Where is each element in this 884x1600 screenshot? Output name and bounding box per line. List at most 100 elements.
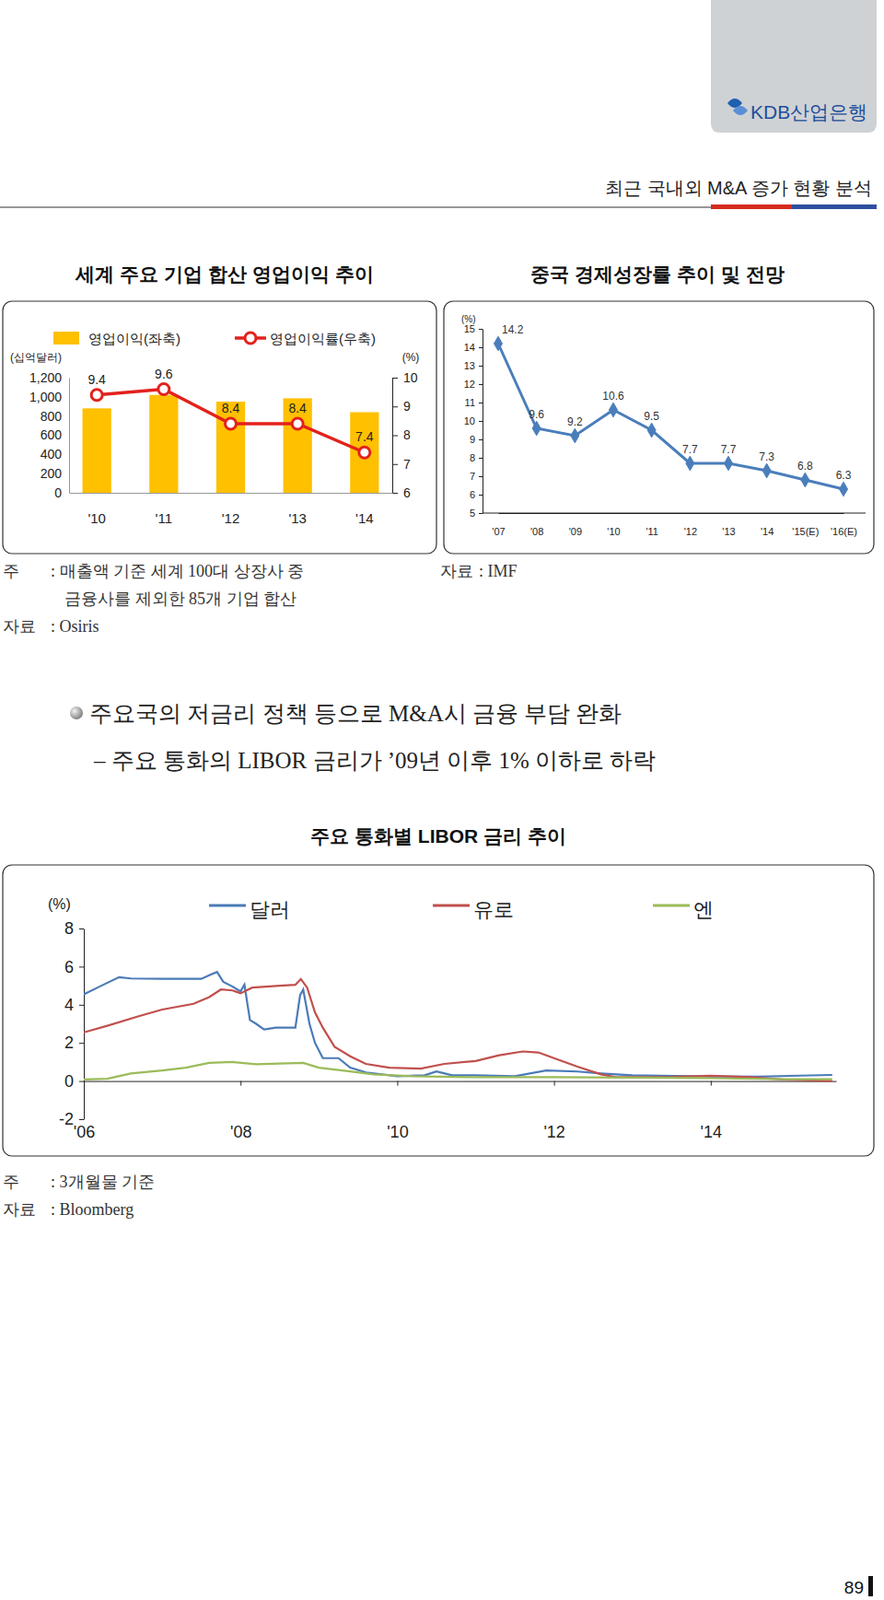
tick-label: -2 [58, 1109, 74, 1129]
line [83, 978, 833, 1082]
tick-label: '09 [569, 525, 582, 537]
tick-label: '14 [760, 525, 774, 537]
header-rule-blue [791, 204, 877, 210]
legend-item: 유로 [432, 897, 514, 921]
data-label: 8.4 [288, 400, 307, 416]
marker [359, 446, 371, 458]
axis-line [482, 329, 484, 514]
legend-item: 달러 [209, 897, 291, 921]
tick-label: 8 [64, 918, 74, 938]
y2-axis-tick: 8 [392, 427, 411, 442]
x-axis-tick: '12 [684, 512, 698, 537]
y-axis-tick: 12 [464, 378, 483, 390]
axis-line [69, 492, 394, 494]
section-title: 최근 국내외 M&A 증가 현황 분석 [604, 177, 873, 198]
tick-mark [396, 1081, 398, 1086]
y-axis-tick: 6 [64, 957, 84, 977]
tick-label: 14 [464, 341, 476, 353]
data-label: 7.7 [682, 442, 698, 456]
tick-mark [478, 512, 483, 514]
axis-line [69, 378, 70, 494]
tick-mark [478, 402, 483, 404]
x-axis-tick: '14 [700, 1081, 722, 1142]
note-text: : IMF [478, 561, 518, 581]
tick-mark [554, 1081, 556, 1086]
tick-label: '10 [87, 510, 106, 526]
tick-label: '07 [491, 525, 505, 537]
tick-label: 6 [469, 488, 476, 501]
y-axis-tick: 2 [64, 1033, 84, 1052]
marker [291, 418, 303, 430]
logo-text: KDB산업은행 [750, 101, 868, 123]
data-label: 9.2 [567, 415, 583, 429]
legend-swatch [209, 904, 246, 908]
tick-label: 800 [40, 408, 63, 424]
x-axis-tick: '11 [155, 492, 173, 526]
tick-label: 5 [469, 507, 476, 519]
legend-label: 영업이익(좌축) [88, 330, 181, 347]
tick-mark [392, 464, 398, 466]
y-axis-tick: 200 [40, 465, 70, 481]
tick-mark [478, 347, 483, 349]
bar [149, 395, 178, 493]
y-axis-tick: 1,000 [29, 389, 70, 405]
legend-label: 유로 [473, 897, 514, 921]
y-axis-tick: 0 [64, 1071, 84, 1091]
x-axis-tick: '10 [606, 512, 620, 537]
y2-axis-tick: 6 [392, 485, 411, 501]
tick-label: 1,200 [29, 370, 62, 385]
tick-label: 4 [64, 995, 74, 1014]
line [96, 389, 365, 454]
x-axis-tick: '11 [645, 512, 659, 537]
line [83, 971, 833, 1077]
axis-line [84, 1081, 838, 1082]
page-number-bar [868, 1575, 873, 1596]
x-axis-tick: '06 [73, 1081, 95, 1142]
marker [647, 422, 656, 438]
y-axis-tick: 6 [469, 488, 483, 501]
tick-label: '13 [288, 510, 307, 526]
y2-axis-title: (%) [402, 350, 420, 364]
legend-item: 엔 [652, 897, 714, 921]
y2-axis-tick: 9 [392, 398, 411, 414]
tick-label: '13 [721, 525, 735, 537]
bar [82, 407, 112, 493]
tick-mark [478, 420, 483, 422]
chart-frame [443, 301, 874, 554]
legend-item: 영업이익률(우축) [234, 330, 376, 347]
tick-label: 6 [403, 485, 411, 501]
data-label: 9.4 [87, 372, 106, 387]
marker [609, 402, 618, 418]
y-axis: -2 0 2 4 6 8 [58, 918, 85, 1129]
tick-label: 200 [40, 465, 63, 481]
tick-mark [79, 1042, 84, 1044]
legend-label: 영업이익률(우축) [269, 330, 376, 347]
chart-title: 주요 통화별 LIBOR 금리 추이 [310, 825, 567, 847]
tick-label: '06 [73, 1122, 95, 1141]
y-axis-tick: 0 [54, 485, 70, 501]
tick-label: 600 [40, 427, 63, 442]
legend-marker [244, 332, 256, 344]
y-axis-tick: 13 [464, 360, 483, 372]
y-axis-title: (%) [461, 314, 477, 325]
tick-mark [478, 439, 483, 441]
y-axis-tick: 8 [64, 918, 84, 938]
tick-label: 7 [403, 456, 411, 472]
page: KDB산업은행최근 국내외 M&A 증가 현황 분석세계 주요 기업 합산 영업… [0, 0, 884, 1600]
note-label: 주 [2, 561, 20, 581]
tick-mark [710, 1081, 712, 1086]
x-axis-tick: '16(E) [830, 512, 858, 537]
tick-label: '14 [355, 510, 374, 526]
data-labels: 9.49.68.48.47.4 [87, 366, 373, 445]
tick-label: 0 [54, 485, 62, 501]
tick-label: 8 [469, 452, 476, 464]
logo-icon [727, 98, 748, 116]
y2-axis-tick: 7 [392, 456, 411, 472]
tick-label: 7 [469, 470, 476, 482]
data-label: 9.6 [154, 366, 174, 382]
y-axis-title: (십억달러) [10, 350, 62, 364]
tick-mark [478, 476, 483, 477]
note-label: 자료 [440, 561, 474, 581]
data-label: 7.7 [721, 442, 737, 456]
tick-mark [392, 492, 398, 494]
